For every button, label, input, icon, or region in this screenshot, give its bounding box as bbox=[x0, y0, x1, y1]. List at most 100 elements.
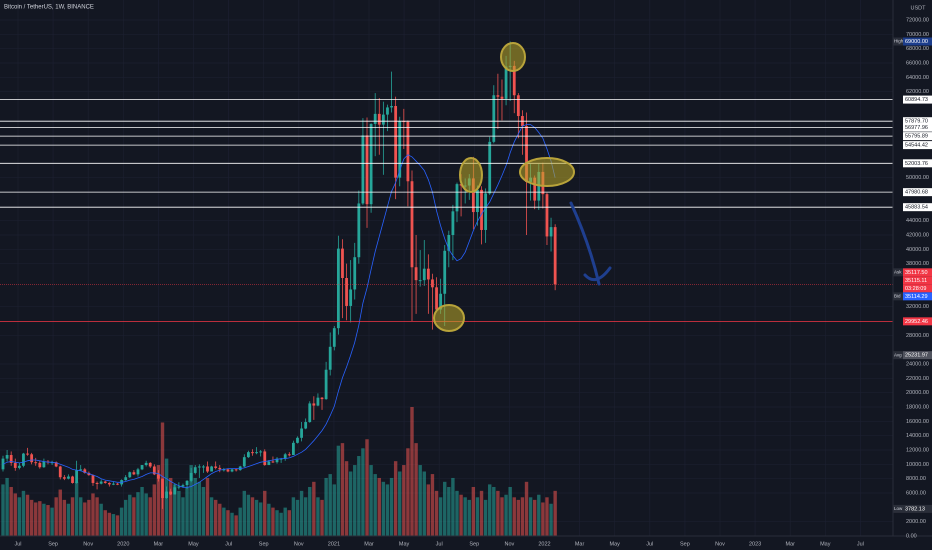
volume-bar bbox=[70, 497, 75, 536]
volume-bar bbox=[340, 443, 345, 536]
candle-body bbox=[549, 227, 553, 237]
volume-bar bbox=[107, 512, 112, 536]
candle-body bbox=[312, 403, 316, 406]
drawings bbox=[433, 42, 612, 332]
volume-bar bbox=[58, 489, 62, 536]
x-tick-label: Jul bbox=[857, 541, 864, 547]
volume-bar bbox=[42, 503, 46, 536]
volume-bar bbox=[422, 471, 426, 536]
y-tick-label: 40000.00 bbox=[906, 247, 929, 253]
candle-body bbox=[71, 476, 74, 483]
marker-tag-box bbox=[893, 37, 903, 46]
marker-tag-box bbox=[893, 351, 903, 360]
volume-bar bbox=[275, 510, 279, 536]
volume-bar bbox=[152, 484, 157, 536]
candle-body bbox=[341, 248, 344, 278]
moving-average bbox=[2, 124, 556, 488]
candle-body bbox=[230, 469, 234, 472]
volume-bar bbox=[17, 497, 22, 536]
y-tick-label: 50000.00 bbox=[906, 175, 929, 181]
candle-body bbox=[107, 482, 111, 485]
level-label-box bbox=[903, 203, 932, 212]
candle-body bbox=[67, 476, 70, 479]
y-tick-label: 20000.00 bbox=[906, 390, 929, 396]
volume-bar bbox=[189, 465, 193, 536]
candle-body bbox=[418, 280, 422, 282]
volume-bar bbox=[471, 486, 476, 536]
candle-body bbox=[42, 461, 46, 468]
marker-tag: Avg bbox=[894, 352, 902, 357]
candle-body bbox=[373, 113, 377, 124]
volume-bar bbox=[74, 481, 79, 536]
candle-body bbox=[197, 466, 201, 468]
x-tick-label: Sep bbox=[680, 541, 690, 547]
unit-label: USDT bbox=[911, 5, 927, 11]
candle-body bbox=[144, 462, 148, 466]
candle-body bbox=[369, 123, 373, 205]
volume-bar bbox=[201, 486, 206, 536]
volume-bar bbox=[13, 493, 17, 536]
level-label: 54544.42 bbox=[905, 143, 928, 149]
volume-bar bbox=[426, 484, 431, 536]
volume-bar bbox=[115, 515, 120, 536]
volume-bar bbox=[136, 492, 140, 536]
candle-body bbox=[394, 106, 398, 178]
candle-body bbox=[308, 403, 312, 423]
x-tick-label: Mar bbox=[364, 541, 374, 547]
volume-bar bbox=[209, 497, 214, 536]
volume-bar bbox=[520, 497, 525, 536]
price-axis: 72000.00 70000.00 68000.00 66000.00 64000.00… bbox=[893, 17, 932, 539]
volume-bar bbox=[205, 477, 210, 536]
candle-body bbox=[91, 475, 95, 483]
candle-body bbox=[406, 121, 410, 182]
y-tick-label: 44000.00 bbox=[906, 218, 929, 224]
volume-bar bbox=[168, 477, 173, 536]
candle-body bbox=[136, 469, 140, 475]
candle-body bbox=[353, 257, 357, 290]
y-tick-label: 18000.00 bbox=[906, 404, 929, 410]
candle-body bbox=[140, 465, 144, 470]
candle-body bbox=[202, 466, 205, 468]
candle-body bbox=[414, 267, 418, 281]
volume-bar bbox=[377, 477, 381, 536]
candle-body bbox=[234, 469, 238, 471]
volume-bar bbox=[369, 465, 373, 536]
volume-bar bbox=[148, 497, 152, 536]
candle-body bbox=[157, 474, 160, 479]
candle-body bbox=[124, 477, 128, 481]
x-tick-label: Nov bbox=[715, 541, 725, 547]
candle-body bbox=[447, 235, 451, 251]
candle-body bbox=[112, 483, 115, 485]
level-label-box bbox=[903, 188, 932, 197]
candle-body bbox=[177, 486, 181, 488]
volume-bar bbox=[492, 486, 496, 536]
y-tick-label: 0.00 bbox=[906, 533, 917, 539]
candle-body bbox=[455, 184, 459, 212]
candle-body bbox=[357, 203, 361, 258]
candle-body bbox=[22, 453, 25, 466]
candle-body bbox=[533, 177, 537, 201]
volume-bar bbox=[181, 497, 185, 536]
volume-bar bbox=[496, 490, 500, 536]
highlight-circle bbox=[433, 304, 465, 332]
candle-body bbox=[13, 462, 17, 468]
volume-bar bbox=[418, 465, 422, 536]
volume-bar bbox=[230, 512, 234, 536]
volume-bar bbox=[500, 497, 504, 536]
x-tick-label: 2020 bbox=[117, 541, 129, 547]
x-tick-label: May bbox=[820, 541, 831, 547]
volume-bar bbox=[475, 497, 480, 536]
candle-body bbox=[206, 466, 209, 472]
volume-bar bbox=[483, 499, 488, 536]
marker-label: 35114.29 bbox=[905, 294, 928, 300]
candle-body bbox=[132, 472, 136, 475]
volume-bar bbox=[271, 507, 275, 536]
marker-tag: Low bbox=[894, 506, 903, 511]
volume-bar bbox=[385, 484, 390, 536]
y-tick-label: 38000.00 bbox=[906, 261, 929, 267]
candle-body bbox=[50, 462, 54, 464]
volume-bar bbox=[263, 490, 267, 536]
marker-label: 35117.50 bbox=[905, 270, 928, 276]
volume-bar bbox=[373, 474, 377, 536]
